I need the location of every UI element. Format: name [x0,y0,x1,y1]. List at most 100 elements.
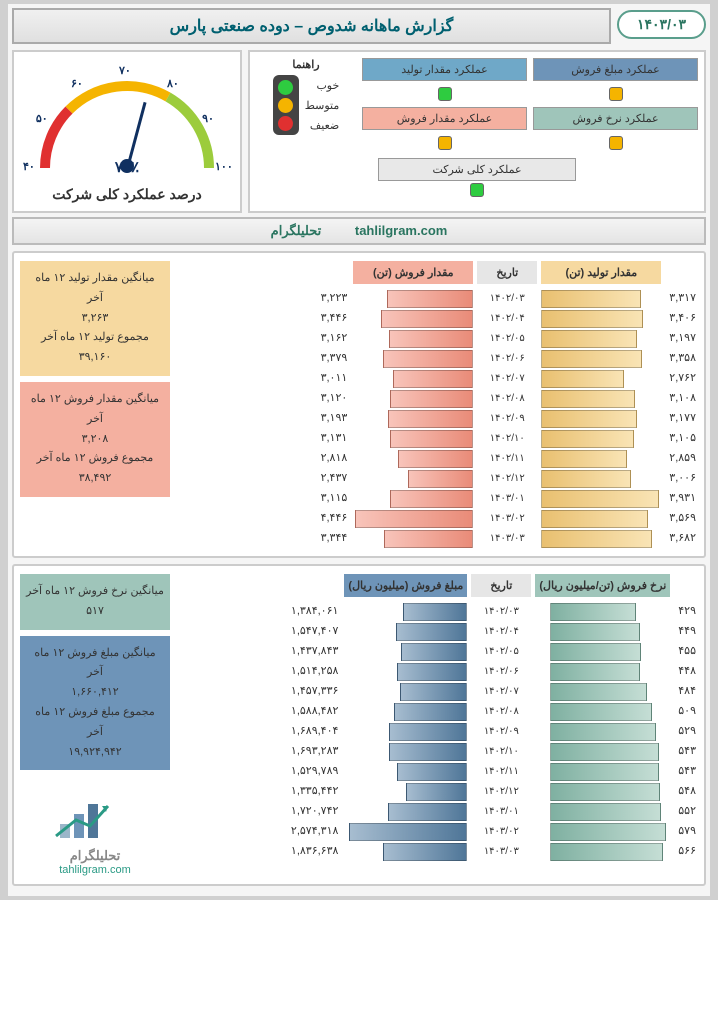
value-cell: ۵۴۳ [674,762,698,780]
column-header: تاریخ [471,574,531,597]
value-cell: ۲,۸۵۹ [665,449,698,467]
legend-overall-status-dot [470,183,484,197]
value-cell: ۴۲۹ [674,602,698,620]
date-cell: ۱۴۰۳/۰۳ [477,530,537,548]
bar [347,803,467,821]
column-header: تاریخ [477,261,537,284]
summary-card: میانگین نرخ فروش ۱۲ ماه آخر۵۱۷ [20,574,170,630]
gauge-tick-label: ۵۰ [36,112,48,125]
date-cell: ۱۴۰۲/۰۹ [477,410,537,428]
date-cell: ۱۴۰۲/۱۱ [471,763,531,781]
bar [541,490,661,508]
value-cell: ۳,۱۱۵ [317,489,350,507]
value-cell: ۳,۱۲۰ [317,389,350,407]
legend-overall-label: عملکرد کلی شرکت [378,158,577,181]
legend-status-dot [609,87,623,101]
bar [347,603,467,621]
summary-card: میانگین مقدار فروش ۱۲ ماه آخر۳,۲۰۸مجموع … [20,382,170,497]
brand-logo: تحلیلگرامtahlilgram.com [20,796,170,876]
value-cell: ۳,۹۳۱ [665,489,698,507]
legend-status-dot [609,136,623,150]
date-cell: ۱۴۰۲/۰۹ [471,723,531,741]
value-cell: ۱,۳۳۵,۴۴۲ [287,782,340,800]
value-cell: ۳,۵۶۹ [665,509,698,527]
bar [347,843,467,861]
gauge-tick-label: ۴۰ [23,160,35,173]
value-cell: ۳,۳۵۸ [665,349,698,367]
value-cell: ۱,۵۸۸,۴۸۲ [287,702,340,720]
legend-panel: عملکرد مبلغ فروشعملکرد نرخ فروش عملکرد م… [248,50,706,213]
bar [541,450,661,468]
value-cell: ۴۵۵ [674,642,698,660]
value-cell: ۳,۳۱۷ [665,289,698,307]
bar [347,663,467,681]
bar [550,763,670,781]
value-cell: ۱,۵۴۷,۴۰۷ [287,622,340,640]
bar [541,390,661,408]
brand-name-fa: تحلیلگرام [271,223,322,238]
date-cell: ۱۴۰۲/۰۶ [477,350,537,368]
bar [541,350,661,368]
date-cell: ۱۴۰۲/۰۵ [477,330,537,348]
value-cell: ۳,۱۷۷ [665,409,698,427]
bar [550,723,670,741]
date-cell: ۱۴۰۲/۰۵ [471,643,531,661]
value-cell: ۵۲۹ [674,722,698,740]
bar [541,510,661,528]
bar [541,370,661,388]
date-cell: ۱۴۰۲/۰۳ [471,603,531,621]
brand-url: tahlilgram.com [355,223,447,238]
date-cell: ۱۴۰۲/۰۶ [471,663,531,681]
date-cell: ۱۴۰۳/۰۱ [471,803,531,821]
bar [353,410,473,428]
value-cell: ۴۴۹ [674,622,698,640]
bar [353,350,473,368]
column-header: مقدار فروش (تن) [353,261,473,284]
legend-metric-cell: عملکرد مقدار فروش [362,107,527,130]
gauge-title: درصد عملکرد کلی شرکت [18,186,236,203]
summary-card: میانگین مبلغ فروش ۱۲ ماه آخر۱,۶۶۰,۴۱۲مجم… [20,636,170,771]
value-cell: ۱,۶۹۳,۲۸۳ [287,742,340,760]
bar [353,430,473,448]
value-cell: ۱,۵۲۹,۷۸۹ [287,762,340,780]
value-cell: ۵۷۹ [674,822,698,840]
bar [353,330,473,348]
date-cell: ۱۴۰۲/۰۴ [477,310,537,328]
bar [353,310,473,328]
value-cell: ۳,۴۰۶ [665,309,698,327]
bar [347,823,467,841]
bar [541,330,661,348]
date-cell: ۱۴۰۲/۱۰ [471,743,531,761]
value-cell: ۳,۱۹۷ [665,329,698,347]
gauge-percent-label: ۷۵٪ [22,158,232,176]
bar [541,470,661,488]
value-cell: ۳,۶۸۲ [665,529,698,547]
value-cell: ۵۶۶ [674,842,698,860]
gauge-tick-label: ۷۰ [119,64,131,77]
bar [550,803,670,821]
bar [550,603,670,621]
traffic-light-icon [273,75,299,135]
bar [541,310,661,328]
report-date-badge: ۱۴۰۳/۰۳ [617,10,706,39]
bar [353,290,473,308]
date-cell: ۱۴۰۲/۰۴ [471,623,531,641]
bar [353,470,473,488]
value-cell: ۱,۸۳۶,۶۳۸ [287,842,340,860]
bar [353,450,473,468]
bar [347,643,467,661]
value-cell: ۱,۶۸۹,۴۰۴ [287,722,340,740]
panel-rate-amount: .۴۲۹۴۴۹۴۵۵۴۴۸۴۸۴۵۰۹۵۲۹۵۴۳۵۴۳۵۴۸۵۵۲۵۷۹۵۶۶… [12,564,706,886]
date-cell: ۱۴۰۲/۰۷ [477,370,537,388]
bar [353,510,473,528]
bar [353,370,473,388]
bar [347,703,467,721]
value-cell: ۳,۲۲۳ [317,289,350,307]
value-cell: ۳,۱۶۲ [317,329,350,347]
bar [541,410,661,428]
value-cell: ۳,۱۰۵ [665,429,698,447]
value-cell: ۳,۴۴۶ [317,309,350,327]
bar [347,763,467,781]
brand-bar: tahlilgram.com تحلیلگرام [12,217,706,245]
gauge-tick-label: ۸۰ [167,77,179,90]
